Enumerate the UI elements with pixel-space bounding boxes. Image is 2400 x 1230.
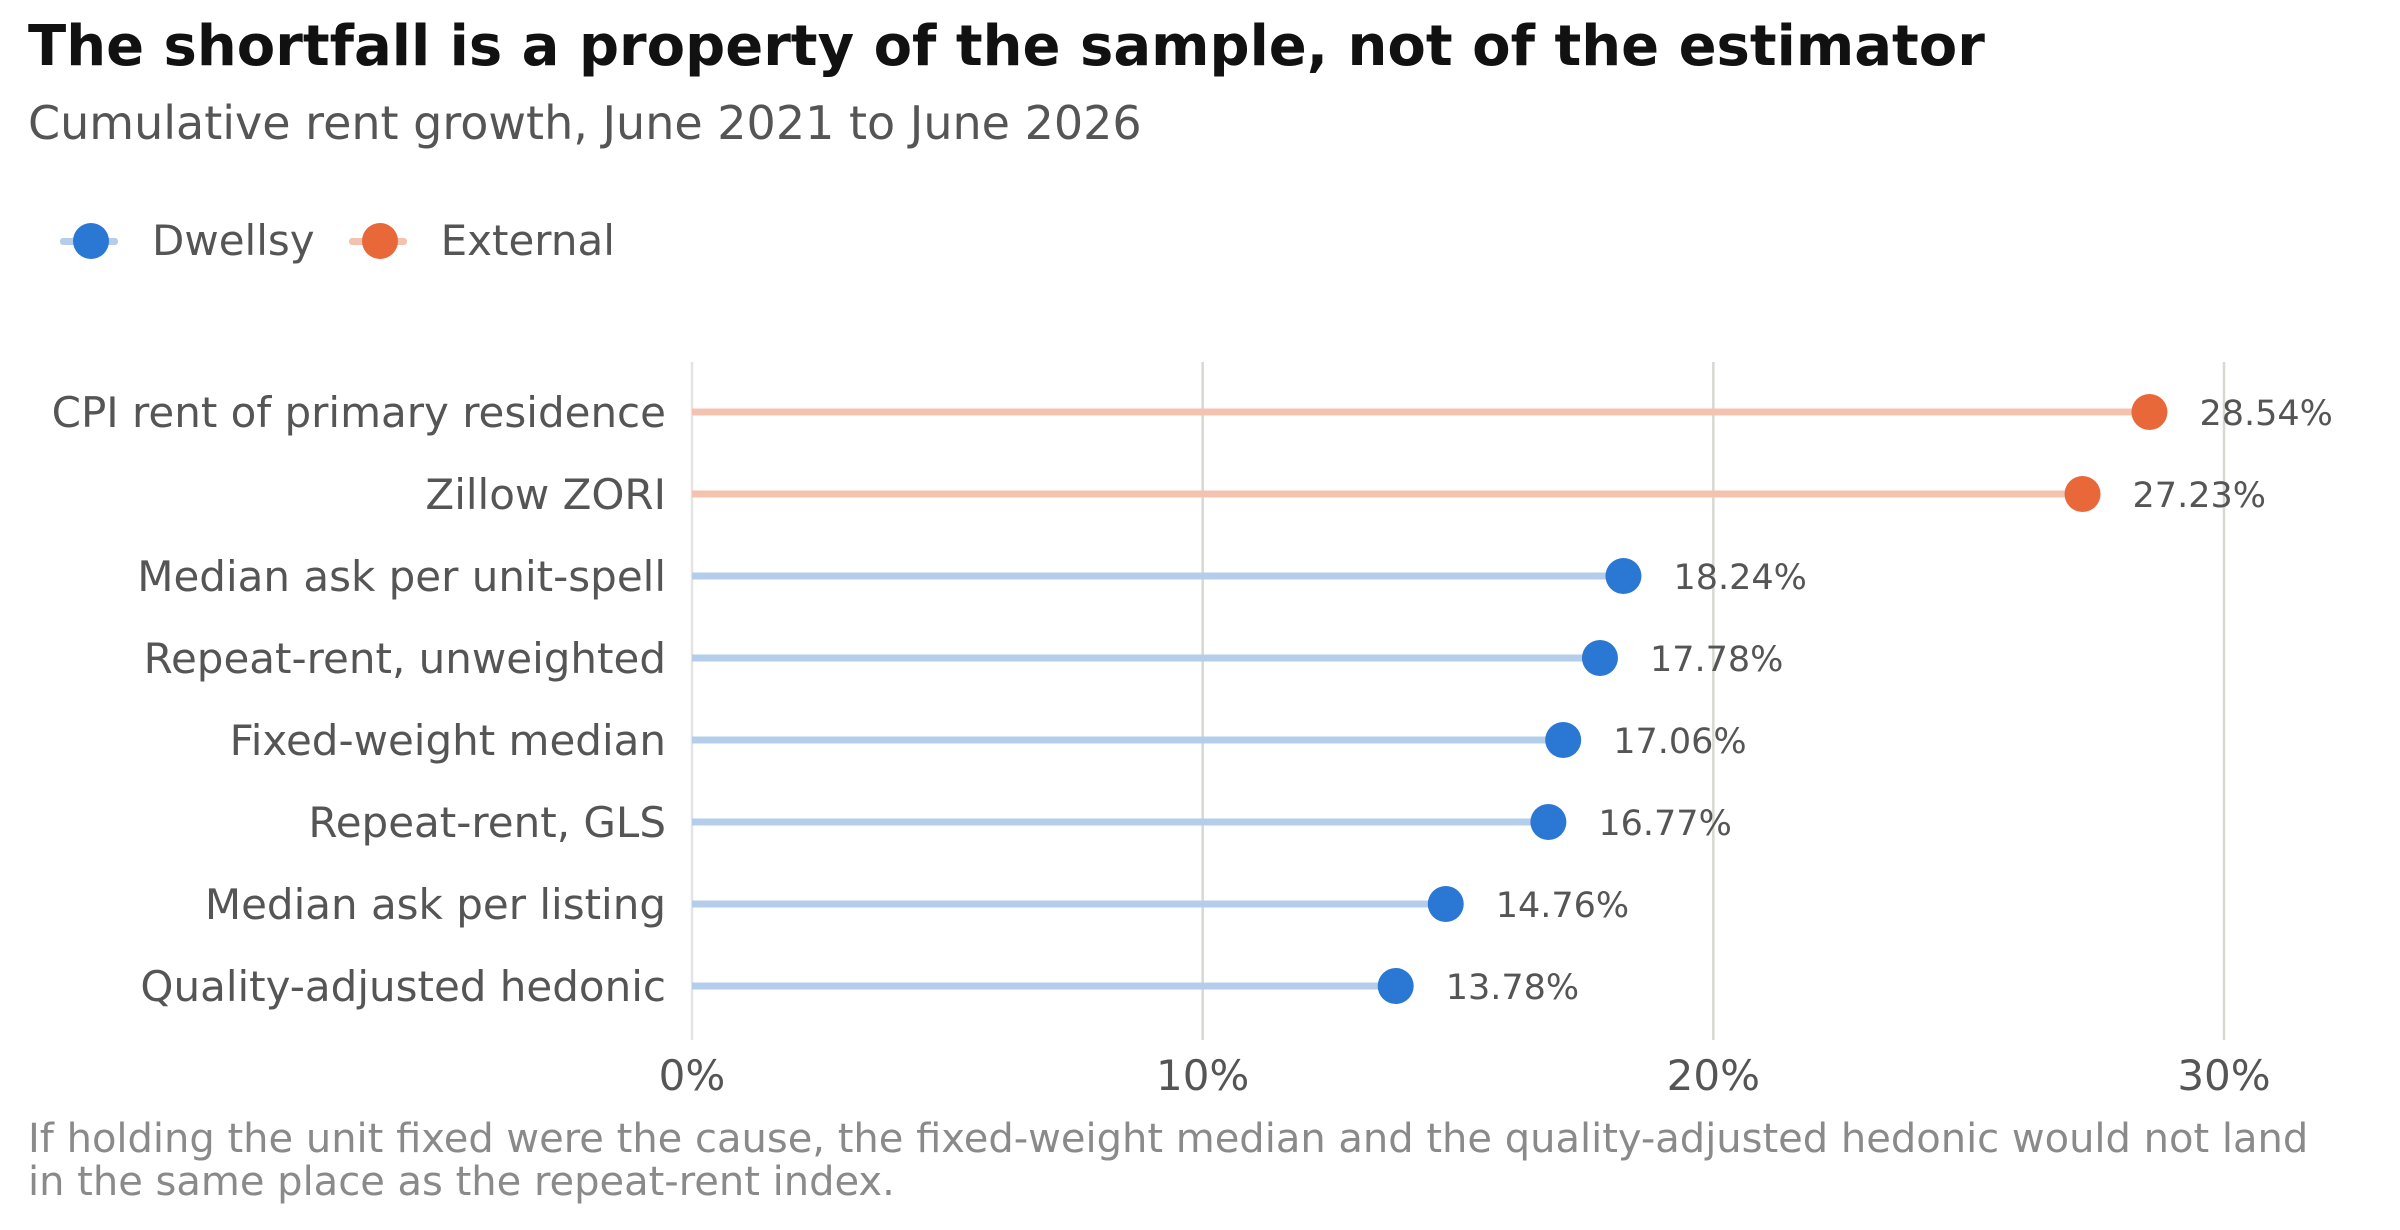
chart-title: The shortfall is a property of the sampl… [28,14,1985,79]
chart-subtitle: Cumulative rent growth, June 2021 to Jun… [28,96,1142,150]
data-point [2131,394,2168,430]
category-label: Repeat-rent, GLS [308,798,666,847]
x-tick-label: 10% [1156,1051,1249,1100]
legend-item-dwellsy: Dwellsy [60,216,315,265]
category-label: CPI rent of primary residence [52,388,666,437]
data-point [1530,804,1567,840]
value-label: 17.78% [1650,640,1783,680]
legend: Dwellsy External [60,216,649,265]
data-point [1545,722,1582,758]
category-label: Fixed-weight median [230,716,666,765]
category-label: Repeat-rent, unweighted [144,634,666,683]
chart-caption: If holding the unit fixed were the cause… [28,1116,2309,1205]
category-label: Quality-adjusted hedonic [140,962,666,1011]
value-label: 13.78% [1446,968,1579,1008]
value-label: 18.24% [1673,558,1806,598]
legend-key-external [348,221,407,261]
x-tick-label: 20% [1667,1051,1760,1100]
data-point [1581,640,1618,676]
legend-item-external: External [348,216,615,265]
category-label: Median ask per listing [205,880,666,929]
value-label: 14.76% [1496,886,1629,926]
category-label: Median ask per unit-spell [137,552,666,601]
value-label: 28.54% [2199,394,2332,434]
data-point [1605,558,1642,594]
category-label: Zillow ZORI [425,470,666,519]
data-point [1427,886,1464,922]
data-point [2064,476,2101,512]
value-label: 17.06% [1613,722,1746,762]
data-point [1377,968,1414,1004]
value-label: 16.77% [1598,804,1731,844]
legend-label-external: External [440,216,615,265]
value-label: 27.23% [2133,476,2266,516]
legend-key-dwellsy [60,221,118,261]
legend-label-dwellsy: Dwellsy [152,216,315,265]
x-tick-label: 0% [659,1051,726,1100]
x-tick-label: 30% [2177,1051,2270,1100]
